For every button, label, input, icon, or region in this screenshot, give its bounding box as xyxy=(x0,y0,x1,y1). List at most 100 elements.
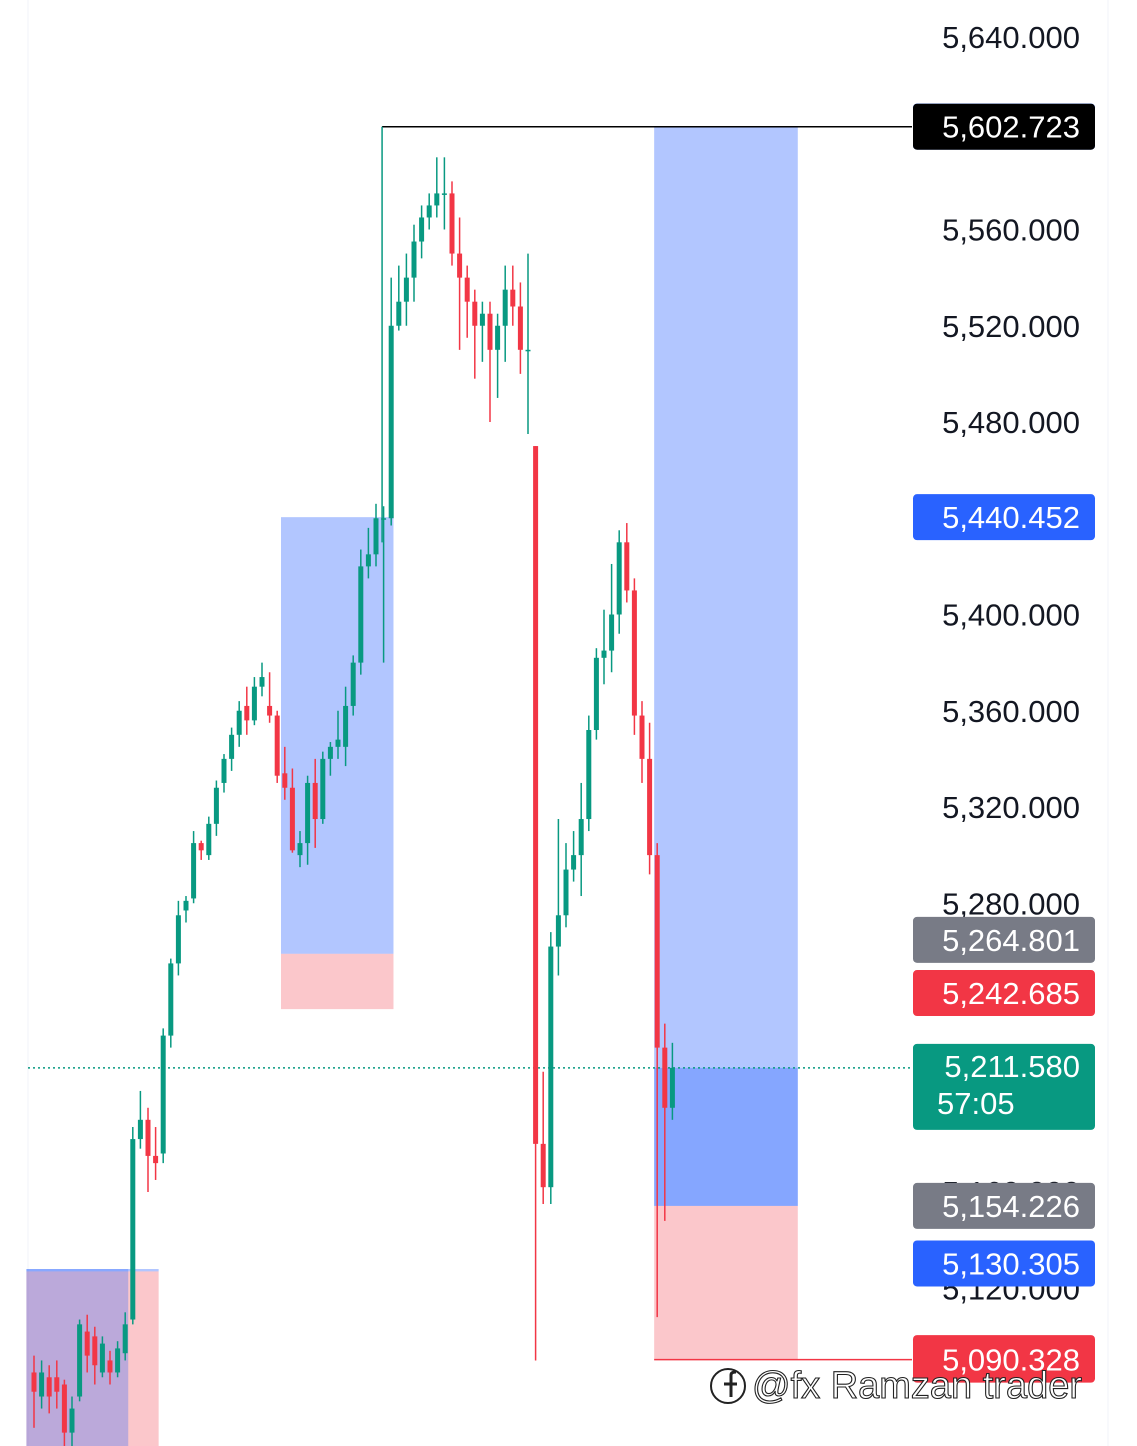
candle xyxy=(122,1312,128,1361)
candle xyxy=(381,506,387,663)
countdown-label: 57:05 xyxy=(937,1086,1015,1121)
y-tick-label: 5,640.000 xyxy=(942,20,1080,55)
candle-body xyxy=(84,1331,90,1356)
candle xyxy=(229,727,235,771)
candle-body xyxy=(586,730,592,820)
watermark: @fx Ramzan trader xyxy=(710,1364,1083,1408)
current-price-label: 5,211.580 xyxy=(944,1049,1080,1084)
candle-body xyxy=(229,734,235,759)
candle xyxy=(548,932,554,1205)
y-tick-label: 5,560.000 xyxy=(942,213,1080,248)
candle xyxy=(510,265,516,326)
candle xyxy=(335,710,341,759)
candle xyxy=(77,1319,83,1402)
candle xyxy=(289,768,295,853)
candle-body xyxy=(320,758,326,820)
candle-body xyxy=(183,900,189,911)
badge-label: 5,440.452 xyxy=(942,500,1080,535)
badge-label: 5,602.723 xyxy=(942,110,1080,145)
badge-background xyxy=(913,1182,1095,1229)
candle xyxy=(312,758,318,848)
candle xyxy=(593,648,599,740)
candle xyxy=(191,831,197,904)
y-tick-label: 5,520.000 xyxy=(942,309,1080,344)
candle xyxy=(183,896,189,923)
candle-body xyxy=(555,915,561,947)
candle xyxy=(92,1326,98,1385)
candle xyxy=(350,655,356,716)
profit-zone xyxy=(26,1269,159,1272)
candle xyxy=(601,609,607,685)
candle xyxy=(358,549,364,675)
candle-body xyxy=(510,289,516,307)
candle-body xyxy=(69,1408,75,1433)
candle xyxy=(616,530,622,634)
candle xyxy=(624,523,630,603)
candle xyxy=(84,1314,90,1373)
candle xyxy=(479,301,485,362)
candle-body xyxy=(99,1343,105,1373)
candle-body xyxy=(327,746,333,759)
candle xyxy=(669,1042,675,1120)
candle-body xyxy=(61,1384,67,1433)
candle xyxy=(153,1127,159,1180)
candle-body xyxy=(46,1377,52,1397)
candle-body xyxy=(130,1139,136,1320)
candle xyxy=(46,1365,52,1414)
candle-body xyxy=(624,542,630,591)
candle-body xyxy=(31,1372,37,1392)
candle-body xyxy=(236,710,242,735)
candle-body xyxy=(654,855,660,1048)
badge-label: 5,154.226 xyxy=(942,1189,1080,1224)
price-lines xyxy=(28,125,912,1361)
candle-body xyxy=(206,823,212,856)
candle-body xyxy=(388,325,394,519)
candle xyxy=(563,843,569,928)
candle xyxy=(517,282,523,374)
candle xyxy=(115,1341,121,1378)
open-pnl-zone xyxy=(654,1067,798,1206)
candle-body xyxy=(274,715,280,776)
candle xyxy=(99,1336,105,1378)
badge-background xyxy=(913,1043,1095,1130)
candle xyxy=(487,301,493,422)
candle xyxy=(578,782,584,897)
profit-zone xyxy=(654,126,798,1206)
candle-body xyxy=(593,657,599,730)
candle-body xyxy=(115,1348,121,1373)
candle xyxy=(39,1360,45,1409)
candle xyxy=(533,446,539,1361)
candle-body xyxy=(153,1155,159,1164)
candle xyxy=(61,1379,67,1446)
candle-body xyxy=(464,277,470,302)
candle-body xyxy=(92,1336,98,1366)
candle-body xyxy=(373,518,379,555)
badge-background xyxy=(913,970,1095,1017)
candle-body xyxy=(419,217,425,242)
candle xyxy=(160,1028,166,1164)
candle xyxy=(365,527,371,579)
candle-body xyxy=(191,843,197,899)
candle xyxy=(251,677,257,726)
candle-body xyxy=(343,705,349,747)
candle xyxy=(274,710,280,783)
candle xyxy=(388,277,394,526)
candle xyxy=(441,157,447,230)
profit-zone xyxy=(281,517,394,954)
badge-label: 5,242.685 xyxy=(942,976,1080,1011)
position-boxes xyxy=(26,126,798,1446)
candle-body xyxy=(472,301,478,326)
candle-body xyxy=(426,205,432,218)
price-badge: 5,130.305 xyxy=(913,1240,1095,1287)
candle-body xyxy=(350,662,356,706)
candle xyxy=(320,751,326,824)
badge-background xyxy=(913,1336,1095,1383)
candle xyxy=(525,253,531,435)
candle-body xyxy=(631,590,637,716)
candle-body xyxy=(434,193,440,206)
stop-zone xyxy=(654,1205,798,1360)
candle-body xyxy=(609,614,615,651)
candle-body xyxy=(396,301,402,326)
y-tick-label: 5,280.000 xyxy=(942,886,1080,921)
candle-body xyxy=(297,843,303,856)
